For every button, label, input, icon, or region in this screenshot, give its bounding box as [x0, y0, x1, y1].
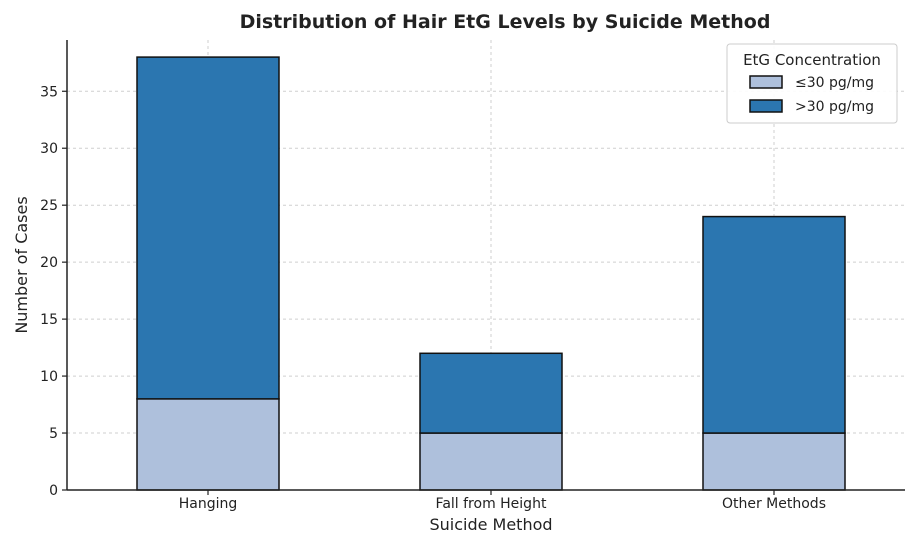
- bar-low-2: [702, 432, 846, 491]
- y-tick-label: 15: [40, 312, 58, 328]
- x-axis-label: Suicide Method: [429, 515, 552, 534]
- legend-label-high: >30 pg/mg: [795, 99, 874, 115]
- x-ticks: Hanging Fall from Height Other Methods: [179, 490, 826, 512]
- legend-label-low: ≤30 pg/mg: [795, 75, 874, 91]
- y-axis-label: Number of Cases: [12, 196, 31, 333]
- legend-swatch-high: [749, 99, 783, 113]
- y-tick-label: 10: [40, 369, 58, 385]
- legend-swatch-low: [749, 75, 783, 89]
- y-tick-label: 25: [40, 198, 58, 214]
- x-tick-label: Hanging: [179, 496, 238, 512]
- y-tick-label: 5: [49, 426, 58, 442]
- bar-high-1: [419, 352, 563, 434]
- bar-high-0: [136, 56, 280, 400]
- y-ticks: 0 5 10 15 20 25 30 35: [40, 84, 67, 499]
- legend: EtG Concentration ≤30 pg/mg >30 pg/mg: [726, 43, 898, 124]
- axes: [66, 40, 905, 491]
- y-tick-label: 20: [40, 255, 58, 271]
- x-tick-label: Fall from Height: [436, 496, 547, 512]
- x-tick-label: Other Methods: [722, 496, 826, 512]
- chart-title: Distribution of Hair EtG Levels by Suici…: [240, 11, 771, 33]
- y-tick-label: 30: [40, 141, 58, 157]
- y-tick-label: 0: [49, 483, 58, 499]
- bar-low-1: [419, 432, 563, 491]
- bar-high-2: [702, 215, 846, 434]
- bar-low-0: [136, 398, 280, 491]
- y-tick-label: 35: [40, 84, 58, 100]
- bars: [136, 56, 846, 491]
- legend-title: EtG Concentration: [743, 51, 881, 69]
